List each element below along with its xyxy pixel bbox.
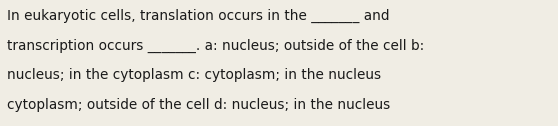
Text: cytoplasm; outside of the cell d: nucleus; in the nucleus: cytoplasm; outside of the cell d: nucleu… [7,98,391,112]
Text: nucleus; in the cytoplasm c: cytoplasm; in the nucleus: nucleus; in the cytoplasm c: cytoplasm; … [7,68,381,82]
Text: In eukaryotic cells, translation occurs in the _______ and: In eukaryotic cells, translation occurs … [7,9,389,23]
Text: transcription occurs _______. a: nucleus; outside of the cell b:: transcription occurs _______. a: nucleus… [7,38,425,53]
